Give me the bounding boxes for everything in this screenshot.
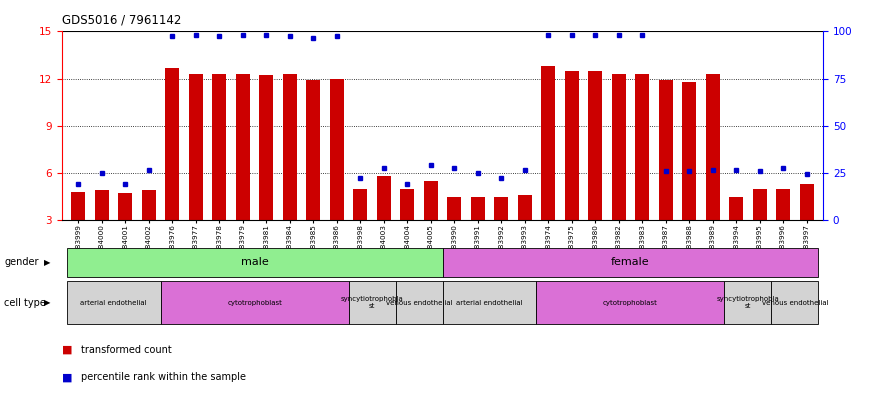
Bar [447, 196, 461, 220]
Bar [424, 181, 438, 220]
Text: gender: gender [4, 257, 39, 267]
Bar [725, 281, 772, 324]
Bar [565, 71, 579, 220]
Bar [541, 66, 555, 220]
Bar [95, 190, 109, 220]
Bar [119, 193, 133, 220]
Text: syncytiotrophobla
st: syncytiotrophobla st [341, 296, 404, 309]
Bar [612, 74, 626, 220]
Text: GDS5016 / 7961142: GDS5016 / 7961142 [62, 14, 181, 27]
Bar [471, 196, 485, 220]
Text: cell type: cell type [4, 298, 46, 308]
Bar [66, 248, 442, 277]
Text: ■: ■ [62, 372, 73, 382]
Bar [259, 75, 273, 220]
Text: arterial endothelial: arterial endothelial [81, 299, 147, 306]
Text: venous endothelial: venous endothelial [386, 299, 452, 306]
Bar [772, 281, 819, 324]
Text: arterial endothelial: arterial endothelial [456, 299, 523, 306]
Bar [396, 281, 442, 324]
Bar [165, 68, 180, 220]
Bar [589, 71, 602, 220]
Text: ■: ■ [62, 345, 73, 355]
Text: ▶: ▶ [44, 298, 50, 307]
Bar [442, 281, 536, 324]
Bar [776, 189, 790, 220]
Bar [349, 281, 396, 324]
Bar [536, 281, 725, 324]
Bar [682, 82, 696, 220]
Bar [235, 74, 250, 220]
Bar [377, 176, 391, 220]
Text: percentile rank within the sample: percentile rank within the sample [81, 372, 246, 382]
Text: venous endothelial: venous endothelial [762, 299, 828, 306]
Bar [66, 281, 160, 324]
Text: cytotrophoblast: cytotrophoblast [227, 299, 282, 306]
Text: cytotrophoblast: cytotrophoblast [603, 299, 658, 306]
Bar [752, 189, 766, 220]
Bar [353, 189, 367, 220]
Bar [330, 79, 344, 220]
Text: ▶: ▶ [44, 258, 50, 267]
Bar [212, 74, 227, 220]
Bar [442, 248, 819, 277]
Text: transformed count: transformed count [81, 345, 173, 355]
Bar [729, 196, 743, 220]
Bar [705, 74, 720, 220]
Bar [306, 80, 320, 220]
Bar [400, 189, 414, 220]
Text: syncytiotrophobla
st: syncytiotrophobla st [717, 296, 780, 309]
Bar [189, 74, 203, 220]
Bar [142, 190, 156, 220]
Bar [658, 80, 673, 220]
Bar [283, 74, 296, 220]
Bar [799, 184, 813, 220]
Bar [635, 74, 650, 220]
Text: female: female [612, 257, 650, 267]
Bar [72, 192, 86, 220]
Bar [160, 281, 349, 324]
Text: male: male [241, 257, 268, 267]
Bar [518, 195, 532, 220]
Bar [494, 196, 508, 220]
